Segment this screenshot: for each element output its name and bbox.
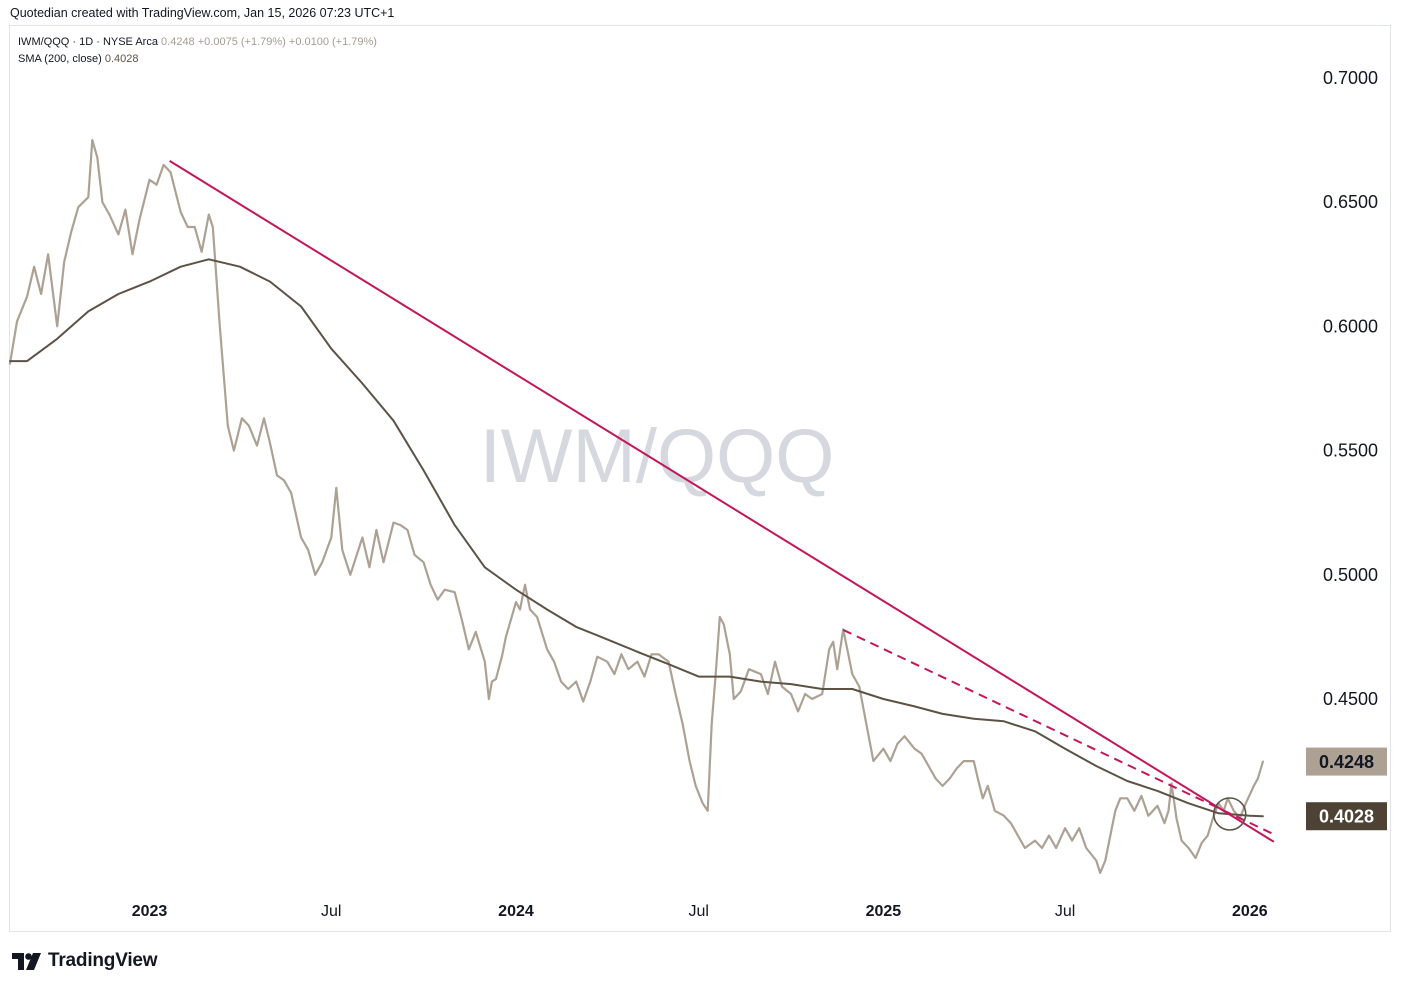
tradingview-footer[interactable]: TradingView	[12, 950, 158, 972]
x-axis-tick-label: 2026	[1232, 903, 1268, 920]
x-axis-tick-label: Jul	[1055, 903, 1075, 920]
tradingview-brand: TradingView	[48, 950, 158, 971]
legend-sma-row[interactable]: SMA (200, close) 0.4028	[18, 51, 377, 68]
y-axis-tick-label: 0.6500	[1323, 192, 1378, 212]
breakout-circle-marker[interactable]	[1212, 797, 1247, 831]
legend-sma-value: 0.4028	[104, 53, 139, 65]
chart-frame	[9, 25, 1391, 932]
legend-change-2: +0.0100 (+1.79%)	[288, 36, 377, 48]
sma-badge-label: 0.4028	[1319, 807, 1374, 827]
dashed-trendline[interactable]	[842, 629, 1275, 836]
x-axis-tick-label: 2025	[866, 903, 902, 920]
sma-badge-bg	[1306, 802, 1387, 831]
legend-symbol-row[interactable]: IWM/QQQ · 1D · NYSE Arca 0.4248 +0.0075 …	[18, 34, 377, 51]
trendline[interactable]	[169, 160, 1275, 843]
sma-series-line[interactable]	[9, 258, 1264, 818]
price-badge-label: 0.4248	[1319, 752, 1374, 772]
y-axis-tick-label: 0.5500	[1323, 441, 1378, 461]
x-axis-tick-label: 2024	[498, 903, 534, 920]
legend-symbol: IWM/QQQ · 1D · NYSE Arca	[18, 36, 158, 48]
y-axis-tick-label: 0.4500	[1323, 689, 1378, 709]
tradingview-logo-icon	[12, 952, 41, 970]
price-series-line[interactable]	[8, 138, 1265, 875]
legend-change: +0.0075 (+1.79%)	[197, 36, 286, 48]
chart-legend: IWM/QQQ · 1D · NYSE Arca 0.4248 +0.0075 …	[18, 34, 377, 68]
x-axis-tick-label: Jul	[321, 903, 341, 920]
y-axis-tick-label: 0.6000	[1323, 316, 1378, 336]
x-axis-tick-label: 2023	[132, 903, 168, 920]
legend-sma-label: SMA (200, close)	[18, 53, 102, 65]
y-axis-tick-label: 0.7000	[1323, 68, 1378, 88]
y-axis-tick-label: 0.5000	[1323, 565, 1378, 585]
price-badge-bg	[1306, 747, 1387, 776]
chart-watermark: IWM/QQQ	[480, 414, 835, 499]
x-axis-tick-label: Jul	[688, 903, 708, 920]
legend-price: 0.4248	[161, 36, 195, 48]
chart-attribution: Quotedian created with TradingView.com, …	[10, 6, 395, 20]
